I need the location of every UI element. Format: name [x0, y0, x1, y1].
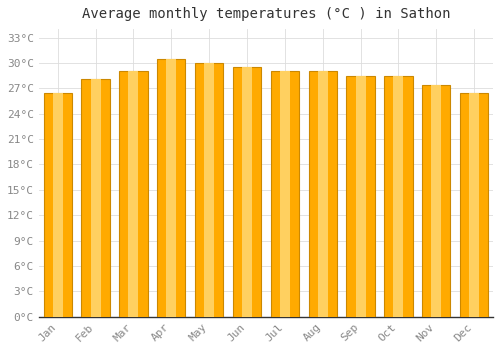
Bar [195, 63, 224, 317]
Bar [384, 76, 412, 317]
Bar [318, 71, 328, 317]
Bar [82, 79, 110, 317]
Bar [460, 92, 488, 317]
Bar [157, 59, 186, 317]
Bar [469, 92, 479, 317]
Bar [166, 59, 176, 317]
Bar [280, 71, 290, 317]
Bar [432, 85, 441, 317]
Bar [346, 76, 375, 317]
Bar [394, 76, 404, 317]
Bar [422, 85, 450, 317]
Bar [270, 71, 299, 317]
Title: Average monthly temperatures (°C ) in Sathon: Average monthly temperatures (°C ) in Sa… [82, 7, 450, 21]
Bar [90, 79, 101, 317]
Bar [119, 71, 148, 317]
Bar [233, 67, 261, 317]
Bar [44, 92, 72, 317]
Bar [242, 67, 252, 317]
Bar [53, 92, 62, 317]
Bar [204, 63, 214, 317]
Bar [356, 76, 366, 317]
Bar [128, 71, 138, 317]
Bar [308, 71, 337, 317]
